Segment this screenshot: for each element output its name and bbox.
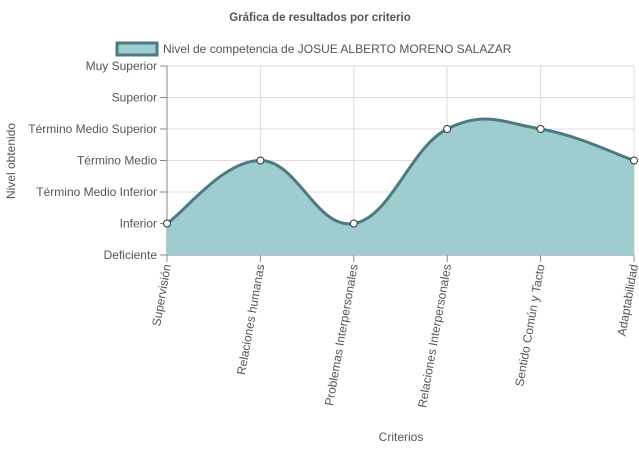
chart-title: Gráfica de resultados por criterio	[229, 12, 411, 24]
x-tick-label: Adaptabilidad	[615, 263, 639, 337]
x-tick-label: Sentido Común y Tacto	[512, 263, 547, 388]
data-point	[256, 156, 265, 165]
data-point	[163, 219, 171, 228]
data-point	[443, 125, 452, 133]
x-tick-label: Problemas Interpersonales	[322, 263, 361, 407]
y-axis-label: Nivel obtenido	[4, 123, 18, 199]
y-tick-label: Muy Superior	[86, 59, 157, 73]
x-axis: Supervisión Relaciones humanas Problemas I…	[149, 254, 639, 409]
y-tick-label: Inferior	[120, 217, 157, 231]
y-tick-label: Deficiente	[104, 248, 158, 262]
legend-label: Nivel de competencia de JOSUE ALBERTO MO…	[163, 42, 512, 56]
data-point	[536, 125, 545, 133]
y-tick-label: Término Medio Superior	[28, 122, 157, 136]
series	[163, 117, 638, 255]
x-tick-label: Supervisión	[149, 263, 174, 327]
data-point	[630, 156, 638, 165]
series-area	[167, 119, 634, 255]
legend[interactable]: Nivel de competencia de JOSUE ALBERTO MO…	[115, 41, 512, 57]
y-tick-label: Superior	[112, 91, 157, 105]
legend-swatch	[115, 41, 159, 57]
y-tick-label: Término Medio	[77, 154, 157, 168]
y-axis: Deficiente Inferior Término Medio Inferior…	[28, 59, 168, 262]
x-tick-label: Relaciones Interpersonales	[415, 263, 454, 409]
x-axis-label: Criterios	[379, 430, 424, 444]
x-tick-label: Relaciones humanas	[234, 263, 267, 376]
data-point	[349, 219, 358, 228]
y-tick-label: Término Medio Inferior	[36, 185, 157, 199]
